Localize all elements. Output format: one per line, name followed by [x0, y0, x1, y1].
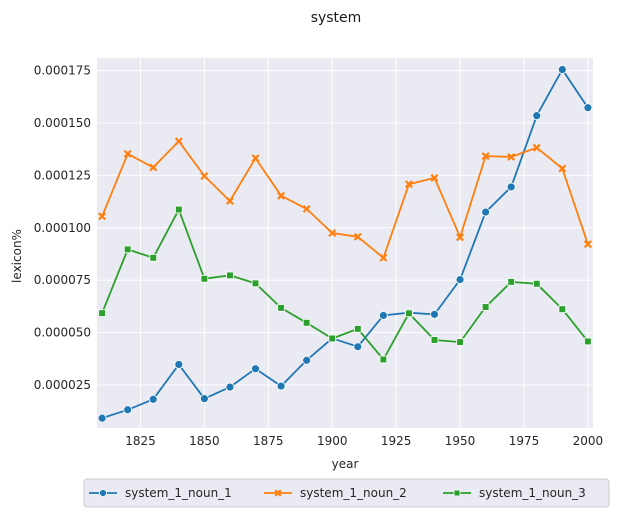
y-axis-label: lexicon%	[10, 229, 24, 283]
data-point-x	[123, 149, 132, 158]
y-tick-label: 0.000050	[34, 326, 91, 340]
legend: system_1_noun_1 system_1_noun_2 system_1_n…	[83, 478, 610, 508]
data-point-square	[453, 489, 461, 497]
series-system_1_noun_2	[98, 137, 592, 262]
y-tick-label: 0.000025	[34, 378, 91, 392]
data-point-x	[456, 233, 465, 242]
x-tick-label: 1950	[445, 434, 476, 448]
data-point-x	[302, 204, 311, 213]
y-axis-ticks: 0.000025 0.000050 0.000075 0.000100 0.000125…	[34, 64, 91, 392]
chart-title: system	[311, 10, 362, 26]
legend-item-system_1_noun_1: system_1_noun_1	[89, 486, 232, 500]
y-tick-label: 0.000150	[34, 116, 91, 130]
series-line	[101, 68, 589, 419]
series-line	[101, 140, 589, 259]
data-point-x	[404, 180, 413, 189]
data-point-square	[251, 279, 260, 288]
data-point-circle	[225, 382, 235, 392]
data-point-circle	[481, 207, 491, 217]
data-point-circle	[148, 394, 158, 404]
data-point-square	[430, 336, 439, 344]
data-point-square	[175, 205, 183, 214]
legend-label: system_1_noun_3	[479, 486, 586, 500]
data-point-circle	[430, 309, 439, 319]
data-point-x	[277, 191, 286, 200]
data-point-x	[251, 154, 260, 163]
legend-label: system_1_noun_2	[300, 486, 407, 500]
data-point-square	[98, 309, 106, 317]
x-tick-label: 1975	[509, 434, 540, 448]
data-point-square	[200, 274, 209, 283]
data-point-x	[200, 172, 209, 181]
data-point-circle	[99, 489, 107, 497]
series-group	[97, 65, 593, 423]
data-point-circle	[174, 360, 184, 369]
data-point-x	[225, 196, 234, 205]
data-point-circle	[353, 342, 363, 352]
data-point-square	[584, 337, 592, 346]
legend-item-system_1_noun_3: system_1_noun_3	[443, 486, 586, 500]
data-point-x	[430, 173, 439, 182]
y-tick-label: 0.000075	[34, 273, 91, 287]
series-system_1_noun_3	[98, 205, 592, 364]
x-axis-label: year	[332, 457, 359, 471]
data-point-circle	[378, 311, 388, 320]
data-point-x	[507, 152, 516, 161]
data-point-x	[98, 212, 107, 221]
data-point-square	[277, 304, 285, 312]
x-tick-label: 1825	[125, 434, 156, 448]
series-line	[101, 208, 589, 361]
data-point-circle	[199, 394, 209, 404]
data-point-circle	[97, 413, 107, 423]
data-point-x	[532, 143, 541, 152]
data-point-circle	[506, 182, 516, 192]
x-tick-label: 1925	[381, 434, 412, 448]
data-point-circle	[123, 405, 133, 415]
data-point-circle	[251, 364, 260, 374]
data-point-square	[302, 318, 311, 327]
legend-label: system_1_noun_1	[125, 486, 232, 500]
data-point-x	[583, 240, 592, 249]
data-point-square	[481, 303, 490, 311]
data-point-x	[328, 229, 337, 238]
data-point-square	[558, 305, 567, 313]
data-point-x	[558, 164, 567, 173]
data-point-circle	[455, 275, 465, 284]
data-point-x	[353, 232, 362, 241]
data-point-square	[507, 278, 515, 286]
x-tick-label: 1850	[189, 434, 220, 448]
data-point-square	[405, 309, 413, 318]
data-point-x	[274, 489, 282, 497]
data-point-x	[174, 137, 183, 146]
data-point-square	[456, 338, 464, 346]
data-point-square	[226, 271, 234, 280]
data-point-circle	[276, 381, 286, 391]
data-point-circle	[583, 103, 593, 113]
grid-lines	[97, 58, 593, 428]
data-point-circle	[302, 355, 312, 365]
data-point-square	[149, 253, 158, 262]
data-point-circle	[532, 111, 542, 121]
data-point-square	[379, 355, 388, 364]
series-system_1_noun_1	[97, 65, 593, 423]
data-point-square	[353, 325, 362, 333]
x-tick-label: 1875	[253, 434, 284, 448]
y-tick-label: 0.000100	[34, 221, 91, 235]
data-point-x	[379, 253, 388, 262]
x-tick-label: 1900	[317, 434, 348, 448]
data-point-square	[532, 279, 541, 288]
x-axis-ticks: 1825 1850 1875 1900 1925 1950 1975 2000	[125, 434, 603, 448]
legend-item-system_1_noun_2: system_1_noun_2	[264, 486, 407, 500]
y-tick-label: 0.000125	[34, 168, 91, 182]
data-point-square	[123, 245, 132, 254]
data-point-x	[149, 163, 158, 172]
data-point-x	[481, 152, 490, 161]
x-tick-label: 2000	[573, 434, 604, 448]
plot-area	[97, 58, 593, 428]
legend-frame	[83, 478, 610, 508]
data-point-circle	[557, 65, 567, 74]
data-point-square	[328, 334, 337, 343]
y-tick-label: 0.000175	[34, 64, 91, 78]
